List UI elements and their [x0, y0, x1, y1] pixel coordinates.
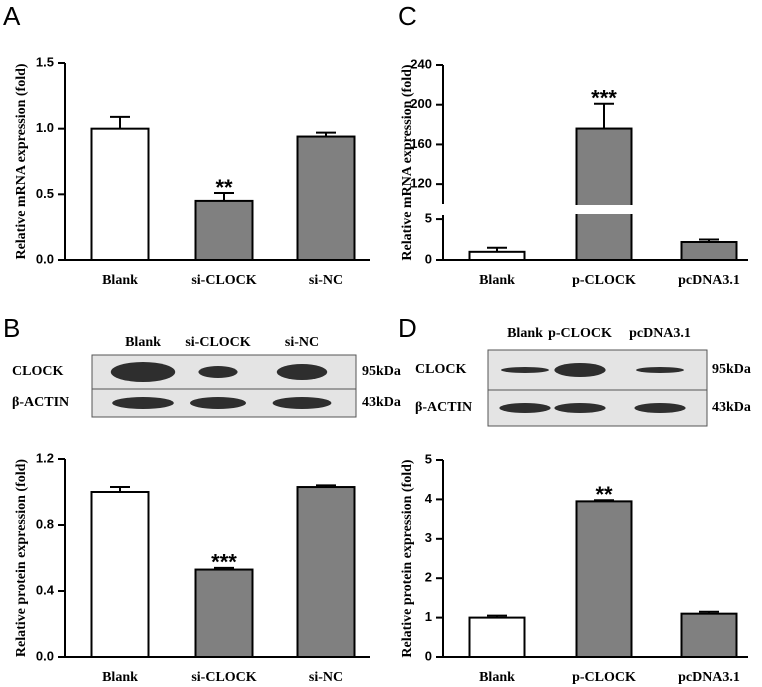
blot-band [112, 397, 174, 409]
y-tick-label: 0 [425, 648, 432, 663]
blot-band [190, 397, 246, 409]
x-tick-label: Blank [102, 273, 138, 288]
bar [575, 127, 633, 261]
y-tick-label: 0.0 [36, 648, 54, 663]
bar [296, 135, 356, 261]
panel-letter: A [3, 1, 21, 31]
y-tick-label: 0.8 [36, 516, 54, 531]
bar [680, 612, 738, 658]
y-tick-label: 160 [410, 136, 432, 151]
blot-size-label: 95kDa [712, 362, 751, 377]
y-tick-label: 5 [425, 451, 432, 466]
y-tick-label: 0.5 [36, 186, 54, 201]
blot-row-label: β-ACTIN [415, 400, 472, 415]
x-tick-label: Blank [479, 273, 515, 288]
x-tick-label: si-CLOCK [191, 670, 256, 685]
bar [90, 491, 150, 658]
blot-lane-label: si-CLOCK [185, 335, 250, 350]
y-tick-label: 0.4 [36, 582, 55, 597]
significance: *** [591, 86, 617, 111]
blot-band [110, 362, 176, 382]
blot-size-label: 43kDa [712, 400, 751, 415]
blot-lane-label: pcDNA3.1 [629, 326, 691, 341]
blot-band [276, 364, 328, 380]
blot-row-label: β-ACTIN [12, 395, 69, 410]
y-tick-label: 200 [410, 96, 432, 111]
significance: ** [595, 482, 613, 507]
x-tick-label: si-CLOCK [191, 273, 256, 288]
y-tick-label: 1.5 [36, 54, 54, 69]
y-axis-label: Relative mRNA expression (fold) [400, 64, 415, 260]
x-tick-label: pcDNA3.1 [678, 670, 740, 685]
y-tick-label: 0 [425, 251, 432, 266]
panel-letter: B [3, 313, 20, 343]
panel-letter: D [398, 313, 417, 343]
bar [296, 486, 356, 658]
bar [90, 127, 150, 261]
blot-band [198, 366, 238, 378]
blot-band [554, 363, 606, 377]
y-tick-label: 2 [425, 570, 432, 585]
blot-band [636, 367, 684, 373]
x-tick-label: Blank [102, 670, 138, 685]
blot-lane-label: p-CLOCK [548, 326, 612, 341]
x-tick-label: p-CLOCK [572, 670, 636, 685]
blot-row-label: CLOCK [415, 362, 466, 377]
bar [194, 568, 254, 658]
x-tick-label: p-CLOCK [572, 273, 636, 288]
x-tick-label: pcDNA3.1 [678, 273, 740, 288]
y-tick-label: 120 [410, 176, 432, 191]
blot-size-label: 95kDa [362, 364, 401, 379]
y-tick-label: 0.0 [36, 251, 54, 266]
y-tick-label: 240 [410, 56, 432, 71]
blot-band [634, 403, 686, 413]
bar [468, 250, 526, 261]
blot-band [501, 367, 549, 373]
y-tick-label: 4 [425, 491, 433, 506]
y-tick-label: 3 [425, 530, 432, 545]
y-axis-label: Relative mRNA expression (fold) [14, 63, 29, 259]
blot-lane-label: Blank [125, 335, 161, 350]
blot-band [272, 397, 332, 409]
y-axis-label: Relative protein expression (fold) [14, 459, 29, 658]
blot-band [554, 403, 606, 413]
blot-band [499, 403, 551, 413]
blot-lane-label: si-NC [285, 335, 319, 350]
y-tick-label: 1 [425, 609, 432, 624]
significance: *** [211, 550, 237, 575]
panel-letter: C [398, 1, 417, 31]
bar [680, 241, 738, 261]
x-tick-label: si-NC [309, 670, 343, 685]
bar [468, 616, 526, 658]
y-tick-label: 5 [425, 211, 432, 226]
x-tick-label: si-NC [309, 273, 343, 288]
y-tick-label: 1.0 [36, 120, 54, 135]
blot-row-label: CLOCK [12, 364, 63, 379]
blot-lane-label: Blank [507, 326, 543, 341]
y-axis-label: Relative protein expression (fold) [400, 459, 415, 658]
y-tick-label: 1.2 [36, 450, 54, 465]
blot-size-label: 43kDa [362, 395, 401, 410]
bar [575, 500, 633, 658]
axis-break-gap [574, 205, 634, 214]
bar [194, 199, 254, 261]
significance: ** [215, 175, 233, 200]
x-tick-label: Blank [479, 670, 515, 685]
